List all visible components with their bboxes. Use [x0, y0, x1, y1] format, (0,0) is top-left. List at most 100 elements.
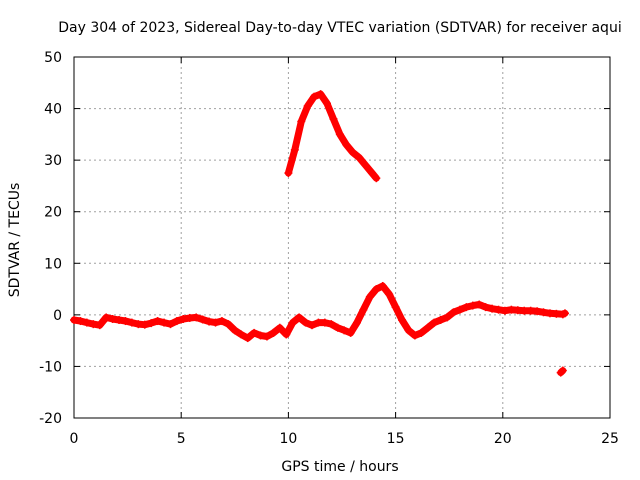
data-point [316, 90, 325, 99]
data-point [89, 320, 98, 329]
data-point [361, 161, 370, 170]
data-point [269, 328, 278, 337]
x-tick-label: 15 [387, 431, 405, 447]
data-point [539, 308, 548, 317]
data-point [481, 303, 490, 312]
data-point [224, 320, 233, 329]
data-point [475, 300, 484, 309]
y-tick-label: 0 [53, 308, 62, 324]
data-point [121, 317, 130, 326]
data-point [243, 334, 252, 343]
x-tick-label: 25 [601, 431, 619, 447]
data-point [372, 285, 381, 294]
data-point [70, 316, 78, 325]
data-point [310, 92, 319, 101]
data-point [355, 153, 364, 162]
data-point [127, 318, 136, 327]
data-point [385, 290, 394, 299]
data-point [95, 321, 104, 330]
data-point [342, 140, 351, 149]
y-axis-label: SDTVAR / TECUs [7, 183, 23, 298]
data-point [237, 330, 246, 339]
data-point [391, 303, 400, 312]
plot-frame [73, 56, 611, 419]
data-point [417, 328, 426, 337]
data-point [410, 331, 419, 340]
data-point [115, 316, 124, 325]
data-point [205, 317, 214, 326]
data-point [348, 148, 357, 157]
data-point [365, 292, 374, 301]
data-point [108, 314, 117, 323]
data-point [230, 326, 239, 335]
data-point [303, 101, 312, 110]
y-tick-label: -10 [39, 359, 62, 375]
x-tick-label: 0 [70, 431, 79, 447]
x-axis-label: GPS time / hours [281, 459, 398, 475]
axis-ticks [73, 56, 611, 419]
data-point [290, 145, 299, 154]
data-point [166, 320, 175, 329]
data-point [284, 169, 293, 178]
data-point [262, 332, 271, 341]
data-point [140, 320, 149, 329]
data-point [160, 318, 169, 327]
data-point [295, 313, 304, 322]
data-point [443, 313, 452, 322]
y-tick-label: 30 [44, 153, 62, 169]
data-point [153, 317, 162, 326]
data-point [378, 281, 387, 290]
data-point [179, 314, 188, 323]
y-tick-label: 50 [44, 50, 62, 66]
x-tick-labels: 0 5 10 15 20 25 [70, 431, 619, 447]
data-point [335, 130, 344, 139]
data-point [198, 315, 207, 324]
data-point [398, 316, 407, 325]
data-point [275, 323, 284, 332]
data-point [462, 303, 471, 312]
data-point [82, 318, 91, 327]
data-point [372, 174, 381, 183]
data-point [102, 313, 111, 322]
data-point [333, 323, 342, 332]
data-point [346, 328, 355, 337]
data-point [430, 318, 439, 327]
data-point [256, 331, 265, 340]
chart-title: Day 304 of 2023, Sidereal Day-to-day VTE… [58, 20, 621, 36]
data-point [282, 330, 291, 339]
data-point [423, 323, 432, 332]
grid-lines [74, 57, 610, 418]
data-point [449, 308, 458, 317]
data-point [76, 317, 85, 326]
data-point [558, 366, 567, 375]
x-tick-label: 10 [279, 431, 297, 447]
data-point [211, 318, 220, 327]
x-tick-label: 5 [177, 431, 186, 447]
data-point [533, 307, 542, 316]
y-tick-label: 20 [44, 205, 62, 221]
data-point [468, 301, 477, 310]
data-point [327, 320, 336, 329]
data-point [301, 318, 310, 327]
data-point [359, 305, 368, 314]
data-point [488, 304, 497, 313]
y-tick-label: 40 [44, 102, 62, 118]
data-point [500, 306, 509, 315]
data-point [288, 318, 297, 327]
data-point [368, 169, 377, 178]
data-point [192, 313, 201, 322]
y-tick-labels: -20 -10 0 10 20 30 40 50 [39, 50, 62, 427]
data-point [329, 114, 338, 123]
data-point [436, 316, 445, 325]
data-point [560, 309, 569, 318]
data-point [147, 319, 156, 328]
data-point [455, 305, 464, 314]
data-point [404, 326, 413, 335]
data-point [172, 317, 181, 326]
data-point [340, 326, 349, 335]
data-point [322, 99, 331, 108]
data-point [307, 321, 316, 330]
y-tick-label: 10 [44, 256, 62, 272]
data-point [297, 117, 306, 126]
